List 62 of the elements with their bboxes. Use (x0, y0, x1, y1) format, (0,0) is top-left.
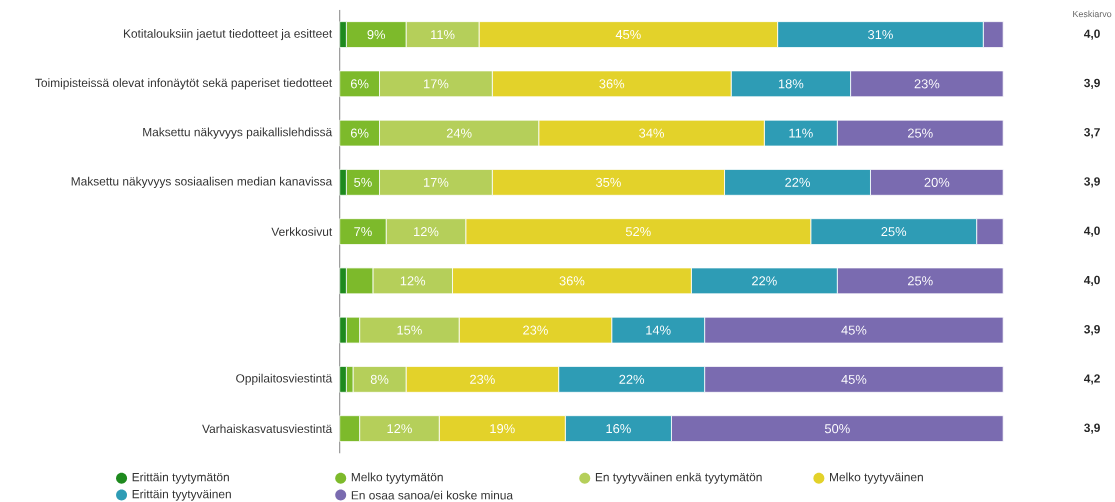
data-label: 8% (370, 374, 389, 384)
data-label: 35% (596, 177, 621, 187)
data-label: 45% (615, 30, 641, 40)
text: Keskiarvo (1073, 10, 1112, 18)
data-label: 23% (470, 374, 495, 384)
data-label: 24% (446, 128, 472, 138)
data-label: 6% (350, 79, 369, 89)
text: 3,9 (1084, 78, 1100, 89)
legend-label: En tyytyväinen enkä tyytymätön (595, 472, 762, 484)
data-label: 23% (523, 325, 548, 335)
text: 4,0 (1083, 29, 1100, 40)
y-tick-label: Verkkosivut (271, 227, 333, 236)
data-label: 45% (841, 374, 867, 384)
data-label: 16% (606, 424, 631, 434)
data-label: 15% (397, 325, 422, 335)
data-label: 23% (914, 79, 940, 89)
legend-label: En osaa sanoa/ei koske minua (351, 490, 514, 500)
text: 4,2 (1083, 374, 1100, 385)
legend-label: Erittäin tyytymätön (132, 472, 229, 484)
text: 3,9 (1084, 325, 1100, 336)
text: 4,0 (1083, 275, 1100, 286)
data-label: 12% (414, 227, 439, 237)
data-label: 36% (599, 79, 625, 89)
data-label: 22% (619, 374, 645, 384)
data-label: 11% (789, 128, 813, 138)
data-label: 52% (625, 227, 651, 237)
text: 4,0 (1083, 226, 1100, 237)
data-label: 17% (423, 177, 449, 187)
data-label: 36% (559, 276, 585, 286)
y-tick-label: Oppilaitosviestintä (236, 373, 333, 385)
data-label: 22% (785, 177, 810, 187)
data-label: 18% (778, 79, 804, 89)
data-label: 17% (423, 79, 449, 89)
data-label: 6% (350, 128, 369, 138)
data-label: 11% (431, 30, 455, 40)
y-tick-label: Maksettu näkyvyys sosiaalisen median kanavissa (71, 176, 333, 188)
text: 3,9 (1084, 177, 1100, 188)
data-label: 25% (907, 128, 933, 138)
data-label: 25% (881, 227, 907, 237)
data-label: 22% (752, 276, 777, 286)
data-label: 19% (490, 424, 515, 434)
data-label: 45% (841, 325, 867, 335)
y-tick-label: Toimipisteissä olevat infonäytöt sekä paperiset tiedotteet (35, 78, 333, 90)
y-tick-label: Kotitalouksiin jaetut tiedotteet ja esitteet (123, 29, 333, 41)
data-label: 5% (354, 177, 372, 187)
data-label: 25% (907, 276, 933, 286)
data-label: 7% (354, 227, 372, 237)
data-label: 12% (400, 276, 426, 286)
data-label: 20% (924, 177, 950, 187)
legend-label: Melko tyytymätön (351, 472, 443, 484)
text: 3,7 (1084, 127, 1100, 139)
y-tick-label: Maksettu näkyvyys paikallislehdissä (143, 127, 333, 139)
legend-label: Melko tyytyväinen (830, 472, 923, 484)
text: 3,9 (1084, 423, 1100, 434)
y-tick-label: Varhaiskasvatusviestintä (202, 424, 333, 433)
legend-label: Erittäin tyytyväinen (132, 489, 231, 501)
data-label: 34% (639, 128, 664, 138)
data-label: 12% (387, 424, 412, 434)
data-label: 14% (646, 325, 671, 335)
data-label: 31% (868, 29, 893, 40)
data-label: 50% (824, 424, 850, 434)
data-label: 9% (367, 29, 386, 40)
